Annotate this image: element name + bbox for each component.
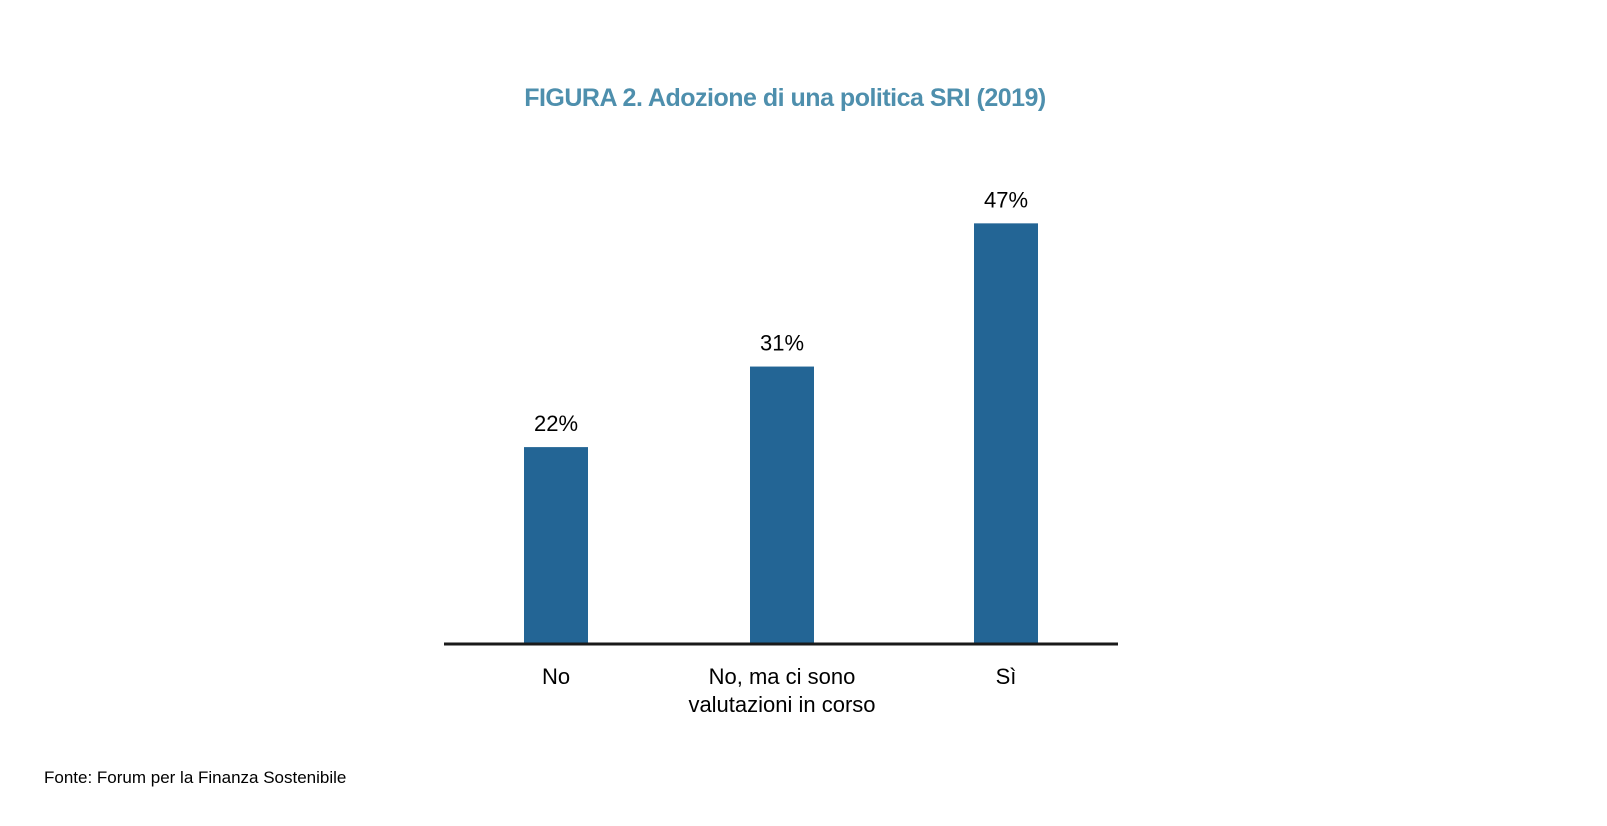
category-label-1: No (542, 664, 570, 689)
category-label-3: Sì (996, 664, 1017, 689)
data-label-3: 47% (984, 187, 1028, 212)
category-labels-layer: No No, ma ci sono valutazioni in corso Sì (542, 664, 1016, 717)
data-label-2: 31% (760, 331, 804, 356)
bars-layer (524, 223, 1038, 644)
bar-1 (524, 447, 588, 644)
data-labels-layer: 22% 31% 47% (534, 187, 1028, 436)
category-label-2-line-2: valutazioni in corso (688, 692, 875, 717)
bar-2 (750, 366, 814, 644)
bar-3 (974, 223, 1038, 644)
data-label-1: 22% (534, 411, 578, 436)
category-label-2-line-1: No, ma ci sono (709, 664, 856, 689)
source-note: Fonte: Forum per la Finanza Sostenibile (44, 768, 347, 787)
chart-title: FIGURA 2. Adozione di una politica SRI (… (524, 84, 1046, 112)
